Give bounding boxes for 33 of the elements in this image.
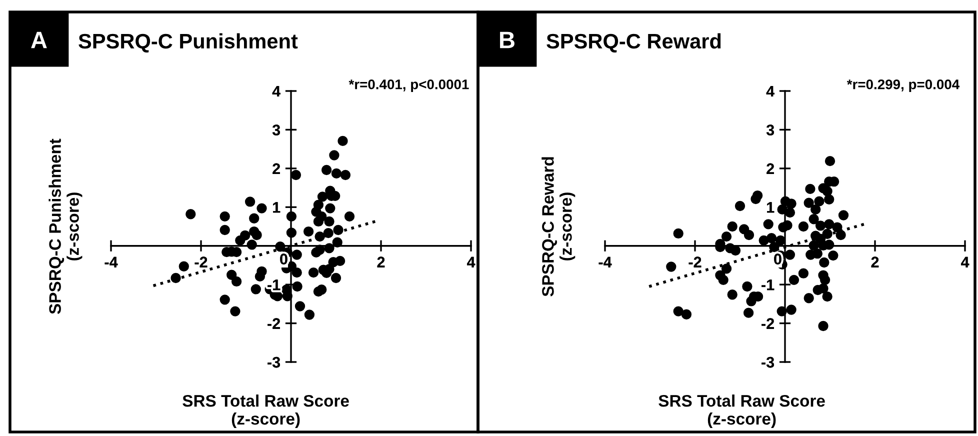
x-tick-label: -2 xyxy=(194,256,208,268)
x-tick-label: 4 xyxy=(466,256,476,268)
x-tick-label: 0 xyxy=(774,254,782,264)
annotation: *r=0.299, p=0.004 xyxy=(846,79,960,92)
x-tick-label: 0 xyxy=(280,254,288,264)
x-tick-label: -4 xyxy=(104,256,118,268)
y-tick-label: -3 xyxy=(268,356,280,368)
x-tick-label: -2 xyxy=(688,256,702,268)
x-axis-title: SRS Total Raw Score (z-score) xyxy=(182,394,349,428)
y-axis-title: SPSRQ-C Punishment (z-score) xyxy=(48,138,82,314)
x-tick-label: -4 xyxy=(598,256,612,268)
y-tick-label: -2 xyxy=(762,318,774,329)
x-axis-title: SRS Total Raw Score (z-score) xyxy=(658,394,825,428)
y-tick-label: 4 xyxy=(766,86,774,97)
x-tick-label: 4 xyxy=(960,256,970,268)
y-tick-label: -2 xyxy=(268,318,280,329)
annotation: *r=0.401, p<0.0001 xyxy=(348,79,469,92)
chart-title: SPSRQ-C Punishment xyxy=(78,33,298,52)
y-tick-label: 2 xyxy=(272,163,280,174)
y-tick-label: -3 xyxy=(762,356,774,368)
y-tick-label: 3 xyxy=(766,124,774,136)
y-tick-label: 3 xyxy=(272,124,280,136)
y-tick-label: 4 xyxy=(272,86,280,97)
y-axis-title: SPSRQ-C Reward (z-score) xyxy=(542,157,576,296)
text: B xyxy=(500,32,514,48)
x-tick-label: 2 xyxy=(871,256,879,268)
y-tick-label: -1 xyxy=(762,280,774,290)
chart-title: SPSRQ-C Reward xyxy=(546,33,721,52)
y-tick-label: 1 xyxy=(273,202,280,213)
y-tick-label: 2 xyxy=(766,163,774,174)
x-tick-label: 2 xyxy=(377,256,385,268)
text: A xyxy=(31,32,47,48)
y-tick-label: 1 xyxy=(767,202,774,213)
